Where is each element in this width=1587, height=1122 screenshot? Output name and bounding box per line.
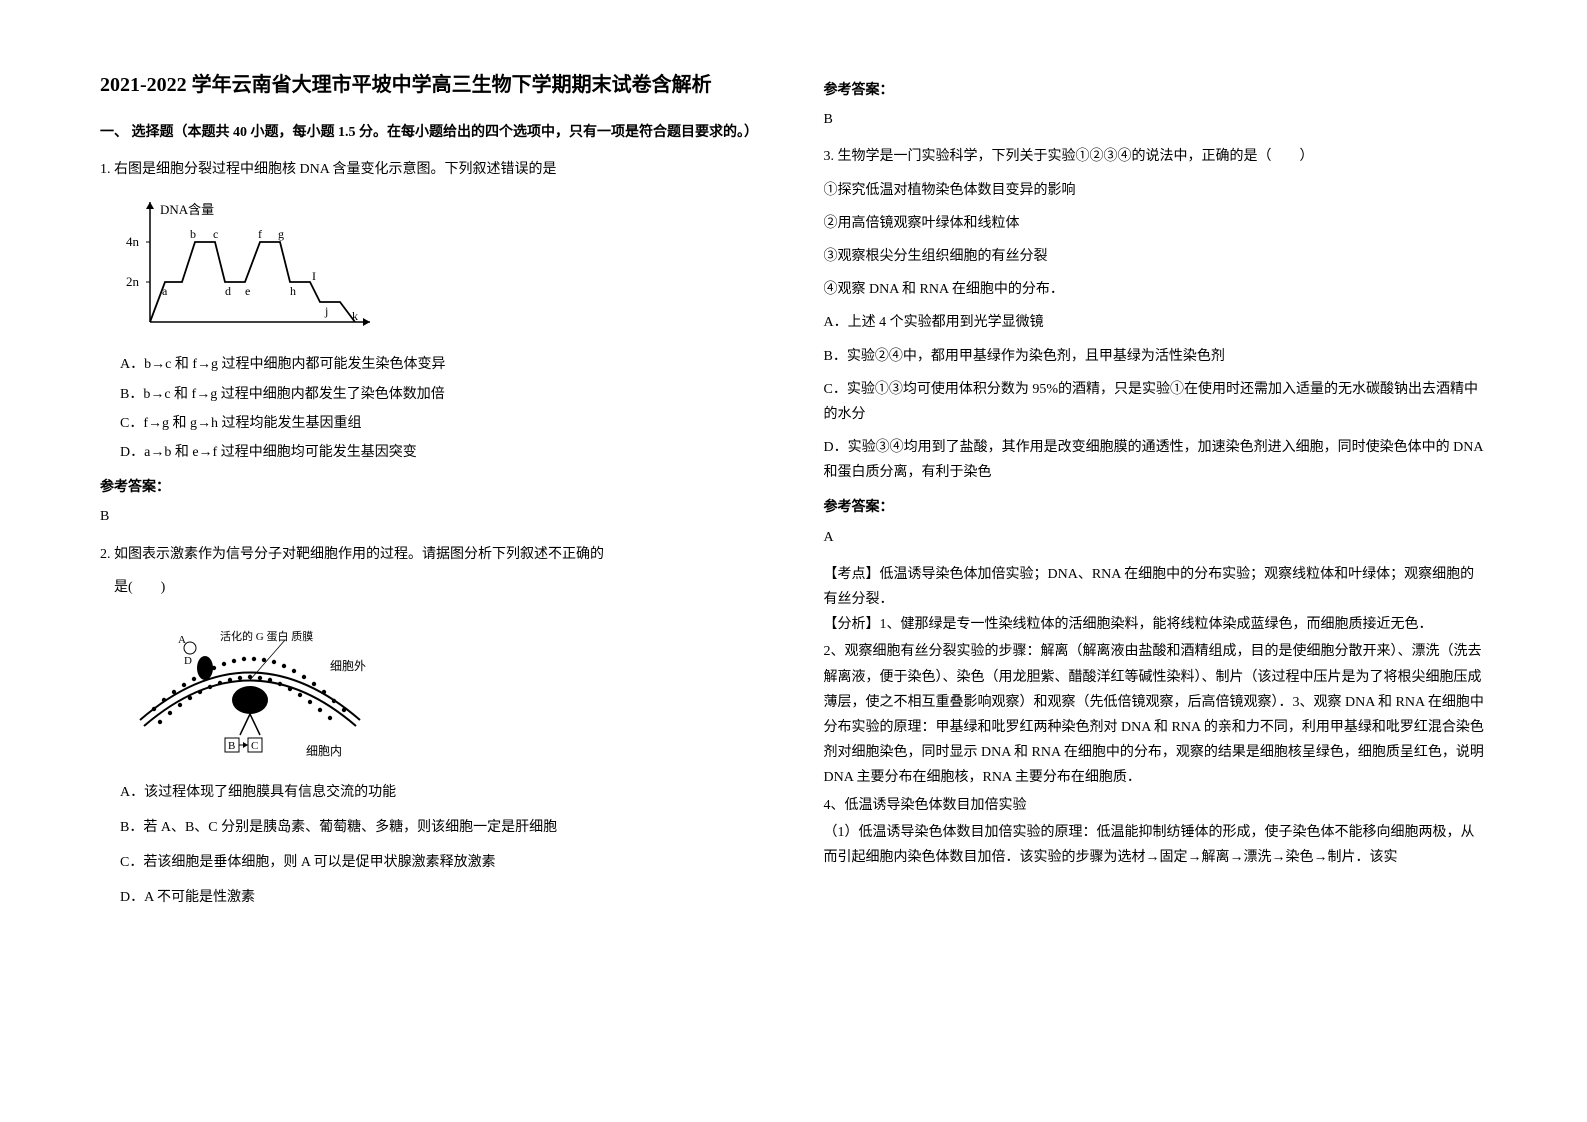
svg-text:d: d — [225, 284, 231, 298]
q3-optD: D．实验③④均用到了盐酸，其作用是改变细胞膜的通透性，加速染色剂进入细胞，同时使… — [824, 435, 1488, 485]
svg-text:a: a — [162, 284, 168, 298]
q1-optD: D．a→b 和 e→f 过程中细胞均可能发生基因突变 — [100, 440, 764, 465]
q3-analysis-2: 2、观察细胞有丝分裂实验的步骤：解离（解离液由盐酸和酒精组成，目的是使细胞分散开… — [824, 639, 1488, 790]
q1-stem: 1. 右图是细胞分裂过程中细胞核 DNA 含量变化示意图。下列叙述错误的是 — [100, 157, 764, 182]
q3-analysis-4: （1）低温诱导染色体数目加倍实验的原理：低温能抑制纺锤体的形成，使子染色体不能移… — [824, 820, 1488, 870]
svg-text:g: g — [278, 227, 284, 241]
q3-l4: ④观察 DNA 和 RNA 在细胞中的分布． — [824, 277, 1488, 302]
svg-text:k: k — [352, 309, 358, 323]
q2-optB: B．若 A、B、C 分别是胰岛素、葡萄糖、多糖，则该细胞一定是肝细胞 — [100, 815, 764, 840]
svg-text:f: f — [258, 227, 262, 241]
svg-text:j: j — [324, 304, 328, 318]
q2-stem2: 是( ) — [100, 575, 764, 600]
q3-optC: C．实验①③均可使用体积分数为 95%的酒精，只是实验①在使用时还需加入适量的无… — [824, 377, 1488, 427]
q2-optD: D．A 不可能是性激素 — [100, 885, 764, 910]
page-title: 2021-2022 学年云南省大理市平坡中学高三生物下学期期末试卷含解析 — [100, 70, 764, 100]
answer-label: 参考答案： — [824, 495, 1488, 520]
svg-text:I: I — [312, 269, 316, 283]
svg-text:细胞外: 细胞外 — [330, 659, 366, 673]
q3-analysis-3: 4、低温诱导染色体数目加倍实验 — [824, 793, 1488, 818]
q2-optA: A．该过程体现了细胞膜具有信息交流的功能 — [100, 780, 764, 805]
answer-label: 参考答案： — [824, 78, 1488, 103]
q3-keypoint: 【考点】低温诱导染色体加倍实验；DNA、RNA 在细胞中的分布实验；观察线粒体和… — [824, 562, 1488, 612]
q3-l2: ②用高倍镜观察叶绿体和线粒体 — [824, 211, 1488, 236]
svg-text:b: b — [190, 227, 196, 241]
q2-diagram: A D B C 活化的 G 蛋白 质膜 细胞外 细胞内 — [120, 610, 764, 770]
svg-text:DNA含量: DNA含量 — [160, 202, 214, 217]
svg-text:4n: 4n — [126, 234, 140, 249]
q1-optC: C．f→g 和 g→h 过程均能发生基因重组 — [100, 411, 764, 436]
svg-text:活化的 G 蛋白 质膜: 活化的 G 蛋白 质膜 — [220, 629, 313, 643]
q2-answer: B — [824, 107, 1488, 132]
q3-l3: ③观察根尖分生组织细胞的有丝分裂 — [824, 244, 1488, 269]
q2-optC: C．若该细胞是垂体细胞，则 A 可以是促甲状腺激素释放激素 — [100, 850, 764, 875]
question-1: 1. 右图是细胞分裂过程中细胞核 DNA 含量变化示意图。下列叙述错误的是 4n… — [100, 157, 764, 465]
q3-answer: A — [824, 525, 1488, 550]
svg-text:B: B — [228, 740, 235, 752]
q3-optB: B．实验②④中，都用甲基绿作为染色剂，且甲基绿为活性染色剂 — [824, 344, 1488, 369]
q3-optA: A．上述 4 个实验都用到光学显微镜 — [824, 310, 1488, 335]
question-3: 3. 生物学是一门实验科学，下列关于实验①②③④的说法中，正确的是（ ） ①探究… — [824, 144, 1488, 485]
svg-text:D: D — [184, 655, 192, 667]
q3-l1: ①探究低温对植物染色体数目变异的影响 — [824, 178, 1488, 203]
q1-optB: B．b→c 和 f→g 过程中细胞内都发生了染色体数加倍 — [100, 382, 764, 407]
q3-stem: 3. 生物学是一门实验科学，下列关于实验①②③④的说法中，正确的是（ ） — [824, 144, 1488, 169]
svg-text:2n: 2n — [126, 274, 140, 289]
svg-text:h: h — [290, 284, 296, 298]
q3-analysis-1: 【分析】1、健那绿是专一性染线粒体的活细胞染料，能将线粒体染成蓝绿色，而细胞质接… — [824, 612, 1488, 637]
q1-diagram: 4n 2n DNA含量 a b c d e f g h I j k — [120, 192, 764, 342]
svg-text:c: c — [213, 227, 218, 241]
svg-text:C: C — [251, 740, 258, 752]
question-2: 2. 如图表示激素作为信号分子对靶细胞作用的过程。请据图分析下列叙述不正确的 是… — [100, 542, 764, 911]
svg-text:e: e — [245, 284, 250, 298]
q1-answer: B — [100, 504, 764, 529]
section-heading: 一、 选择题（本题共 40 小题，每小题 1.5 分。在每小题给出的四个选项中，… — [100, 120, 764, 145]
svg-text:A: A — [178, 634, 186, 646]
q1-optA: A．b→c 和 f→g 过程中细胞内都可能发生染色体变异 — [100, 352, 764, 377]
q2-stem: 2. 如图表示激素作为信号分子对靶细胞作用的过程。请据图分析下列叙述不正确的 — [100, 542, 764, 567]
answer-label: 参考答案： — [100, 475, 764, 500]
svg-text:细胞内: 细胞内 — [306, 744, 342, 758]
